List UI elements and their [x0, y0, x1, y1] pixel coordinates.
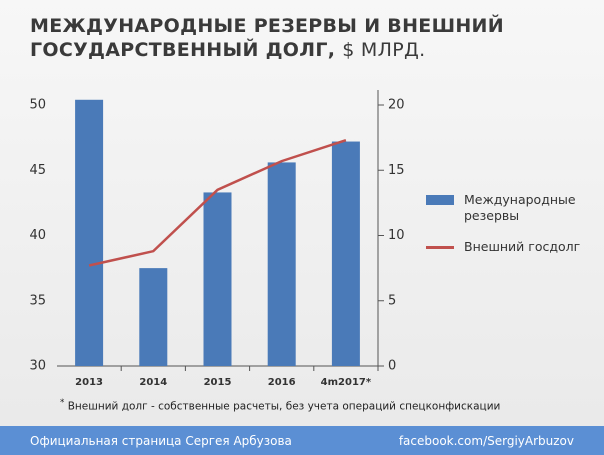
legend-label: Внешний госдолг — [464, 239, 581, 254]
footer-right: facebook.com/SergiyArbuzov — [398, 434, 574, 448]
y-tick-label: 45 — [29, 163, 46, 178]
y-tick-label: 40 — [29, 228, 46, 243]
y-tick-label: 35 — [29, 293, 46, 308]
bar — [331, 141, 360, 366]
x-tick-label: 2016 — [268, 377, 296, 388]
legend-item: Международные резервы — [426, 192, 604, 224]
y-tick-label: 50 — [29, 98, 46, 113]
y2-tick-label: 10 — [388, 228, 405, 243]
y2-tick-label: 15 — [388, 163, 405, 178]
bar — [139, 268, 168, 366]
bar — [203, 192, 232, 366]
y2-tick-label: 20 — [388, 98, 405, 113]
x-tick-label: 2013 — [75, 377, 103, 388]
y-tick-label: 30 — [29, 359, 46, 374]
bar — [75, 99, 104, 366]
legend-swatch — [426, 246, 454, 249]
title-line: МЕЖДУНАРОДНЫЕ РЕЗЕРВЫ И ВНЕШНИЙ — [30, 15, 504, 37]
title-line: ГОСУДАРСТВЕННЫЙ ДОЛГ, — [30, 39, 336, 61]
title-unit: $ МЛРД. — [342, 39, 426, 61]
legend-item: Внешний госдолг — [426, 239, 604, 255]
legend-swatch — [426, 195, 454, 205]
bar — [267, 162, 296, 366]
legend-label: Международные резервы — [464, 192, 576, 223]
footer-left: Официальная страница Сергея Арбузова — [30, 434, 292, 448]
footnote-mark: * — [60, 398, 65, 408]
footnote: * Внешний долг - собственные расчеты, бе… — [60, 398, 500, 413]
x-tick-label: 4m2017* — [321, 377, 372, 388]
y2-tick-label: 5 — [388, 293, 396, 308]
x-tick-label: 2015 — [204, 377, 232, 388]
line — [88, 139, 347, 267]
footnote-text: Внешний долг - собственные расчеты, без … — [67, 400, 501, 413]
title: МЕЖДУНАРОДНЫЕ РЕЗЕРВЫ И ВНЕШНИЙ ГОСУДАРС… — [30, 14, 504, 62]
x-tick-label: 2014 — [139, 377, 167, 388]
footer: Официальная страница Сергея Арбузова fac… — [0, 426, 604, 455]
y2-tick-label: 0 — [388, 359, 396, 374]
